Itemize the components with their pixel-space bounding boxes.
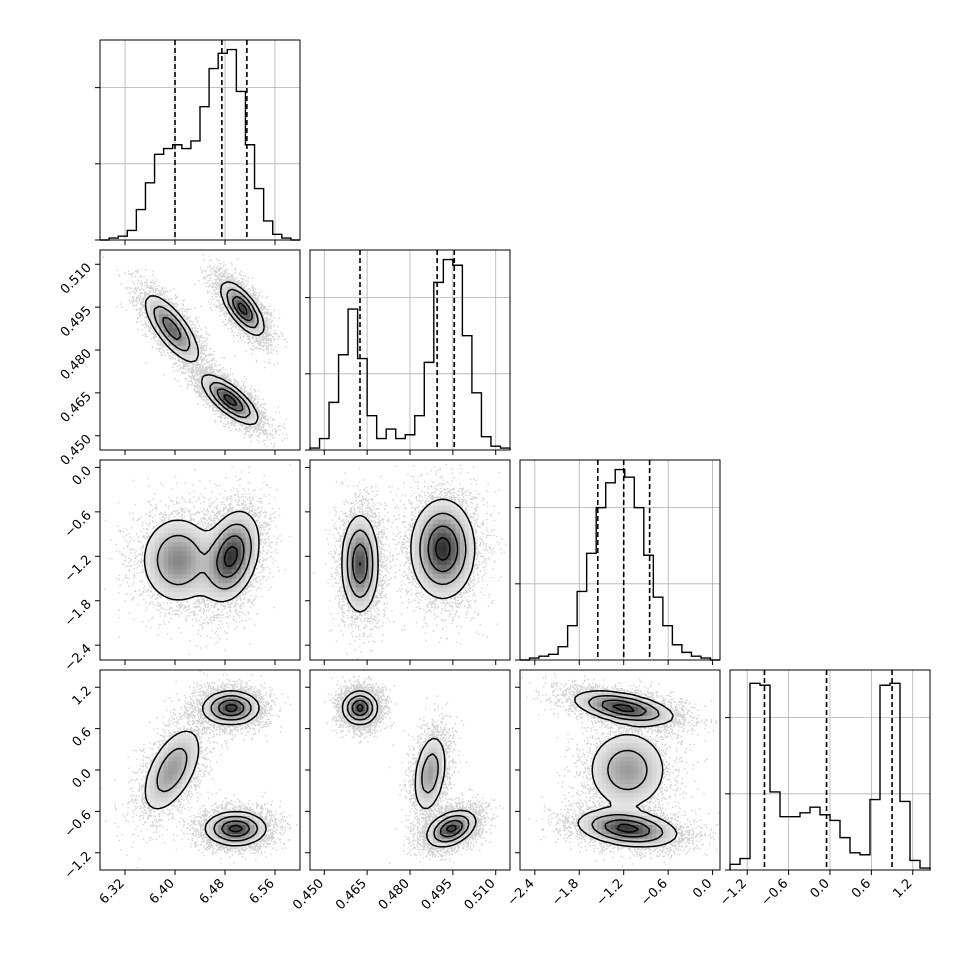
x-tick-label: −0.6 xyxy=(638,876,671,909)
scatter-panel xyxy=(309,459,511,661)
panel-content xyxy=(100,670,298,869)
x-tick-label: 6.56 xyxy=(247,876,278,907)
y-tick-label: 1.2 xyxy=(70,683,95,708)
x-tick-label: 0.465 xyxy=(333,876,370,913)
contour-line xyxy=(224,703,243,833)
contour-line xyxy=(223,545,238,568)
panel-content xyxy=(103,464,291,656)
contour-line xyxy=(156,523,252,590)
x-tick-label: 0.495 xyxy=(419,876,456,913)
x-tick-label: 0.0 xyxy=(808,876,833,901)
x-tick-label: 6.48 xyxy=(197,876,228,907)
histogram-panel xyxy=(725,669,931,871)
contour-line xyxy=(143,510,260,603)
x-tick-label: 6.40 xyxy=(147,876,178,907)
panel-frame xyxy=(309,669,511,871)
contour-line xyxy=(144,281,265,426)
scatter-points xyxy=(100,670,298,869)
scatter-panel xyxy=(99,459,301,661)
x-tick-label: 0.450 xyxy=(290,876,327,913)
x-tick-label: −1.2 xyxy=(717,876,750,909)
histogram-panel xyxy=(95,39,301,241)
contour-line xyxy=(601,699,651,838)
contour-line xyxy=(156,694,259,842)
contour-line xyxy=(153,288,259,419)
x-tick-label: −1.2 xyxy=(594,876,627,909)
contour-line xyxy=(351,525,459,585)
x-tick-label: −2.4 xyxy=(505,876,538,909)
scatter-panel xyxy=(519,669,721,871)
histogram-series xyxy=(729,682,931,870)
x-tick-label: −0.6 xyxy=(759,876,792,909)
contour-line xyxy=(612,704,640,833)
histogram-series xyxy=(100,48,300,241)
contour-line xyxy=(162,295,253,412)
contour-line xyxy=(217,699,251,837)
y-tick-label: 0.0 xyxy=(70,464,95,489)
scatter-panel xyxy=(309,669,511,871)
contour-line xyxy=(574,690,678,848)
contour-line xyxy=(587,695,664,843)
contour-line xyxy=(216,535,245,578)
histogram-panel xyxy=(515,459,721,661)
scatter-panel xyxy=(99,669,301,871)
x-tick-label: −1.8 xyxy=(549,876,582,909)
y-tick-label: 0.510 xyxy=(58,261,95,298)
contour-line xyxy=(144,689,267,847)
contour-line xyxy=(356,703,457,833)
y-tick-label: 0.480 xyxy=(58,346,95,383)
panel-content xyxy=(102,253,289,450)
x-tick-label: 0.480 xyxy=(376,876,413,913)
x-tick-label: 0.510 xyxy=(462,876,499,913)
contour-line xyxy=(223,302,248,406)
y-tick-label: 0.450 xyxy=(58,432,95,469)
panel-frame xyxy=(99,39,301,241)
contour-line xyxy=(346,512,467,599)
contour-line xyxy=(346,694,470,843)
histogram-series xyxy=(309,258,511,450)
y-tick-label: 0.465 xyxy=(58,389,95,426)
contour-line xyxy=(351,699,464,838)
histogram-panel xyxy=(305,249,511,451)
y-tick-label: −2.4 xyxy=(62,641,95,674)
contour-line xyxy=(359,536,451,566)
panel-content xyxy=(324,670,504,870)
panel-content xyxy=(521,672,720,867)
contour-line xyxy=(341,690,477,848)
x-tick-label: 1.2 xyxy=(890,876,915,901)
y-tick-label: −1.2 xyxy=(62,553,95,586)
y-tick-label: −1.8 xyxy=(62,597,95,630)
y-tick-label: −1.2 xyxy=(62,849,95,882)
x-tick-label: 6.32 xyxy=(97,876,128,907)
y-tick-label: −0.6 xyxy=(62,508,95,541)
y-tick-label: 0.495 xyxy=(58,303,95,340)
y-tick-label: −0.6 xyxy=(62,808,95,841)
scatter-panel xyxy=(99,249,301,451)
panel-content xyxy=(313,460,507,660)
y-tick-label: 0.6 xyxy=(70,725,95,750)
x-tick-label: 0.0 xyxy=(690,876,715,901)
panel-frame xyxy=(99,459,301,661)
histogram-series xyxy=(520,468,720,661)
contour-line xyxy=(341,498,476,613)
x-tick-label: 0.6 xyxy=(849,876,874,901)
y-tick-label: 0.0 xyxy=(70,766,95,791)
panel-frame xyxy=(519,459,721,661)
